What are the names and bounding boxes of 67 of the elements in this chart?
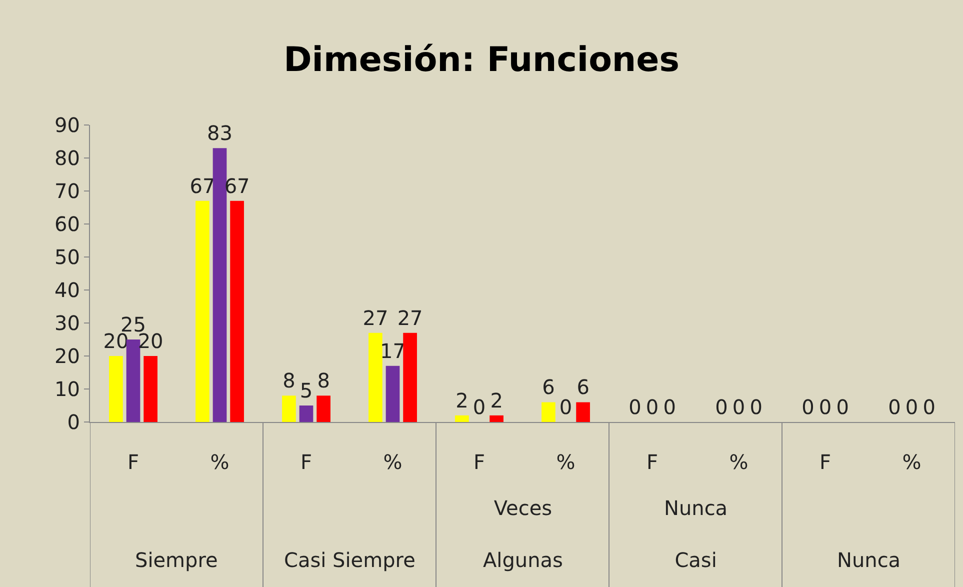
data-label: 6 [576, 375, 590, 400]
x-tick-label: % [556, 450, 576, 474]
bar [126, 340, 140, 422]
data-label: 0 [646, 395, 659, 419]
text: Casi Siempre [284, 548, 416, 572]
data-label: 0 [750, 395, 762, 419]
bar [282, 396, 296, 422]
x-tick-label: F [300, 450, 312, 474]
y-tick-label: 30 [54, 311, 80, 335]
text: Siempre [135, 548, 218, 572]
data-label: 8 [317, 368, 330, 393]
bar [455, 415, 469, 422]
x-tick-label: F [819, 450, 832, 474]
data-label: 2 [490, 388, 503, 412]
y-tick-label: 90 [54, 113, 80, 137]
bar [368, 332, 382, 422]
y-tick-label: 70 [54, 179, 80, 203]
x-tick-label: F [473, 450, 486, 474]
bar [386, 366, 400, 422]
x-tick-label: % [902, 450, 922, 474]
text: Nunca Casi [664, 496, 728, 572]
y-tick-label: 0 [67, 410, 80, 434]
y-tick-label: 80 [54, 146, 80, 170]
data-label: 0 [802, 395, 814, 419]
data-label: 0 [559, 395, 572, 419]
y-tick-label: 40 [54, 278, 80, 302]
x-tick-label: % [383, 450, 402, 474]
bar [490, 415, 504, 422]
bar [316, 396, 330, 422]
bar [576, 402, 590, 422]
data-label: 27 [362, 306, 388, 330]
data-label: 0 [472, 395, 486, 419]
x-tick-label: % [210, 450, 230, 474]
y-tick-label: 20 [54, 344, 80, 368]
bar [403, 332, 417, 422]
bar [542, 402, 556, 422]
data-label: 0 [732, 395, 746, 419]
bar [144, 356, 158, 422]
data-label: 8 [282, 368, 296, 393]
y-tick-label: 60 [54, 212, 80, 236]
x-tick-label: F [646, 450, 658, 474]
text: Veces Algunas [483, 496, 563, 572]
y-tick-label: 50 [54, 245, 80, 269]
data-label: 27 [397, 306, 423, 330]
data-label: 83 [207, 121, 232, 146]
bar [109, 356, 123, 422]
data-label: 0 [818, 395, 832, 419]
data-label: 0 [663, 395, 676, 419]
chart-title: Dimesión: Funciones [284, 40, 680, 80]
data-label: 0 [888, 395, 901, 419]
text: Nunca [837, 548, 901, 572]
bar [196, 200, 210, 422]
data-label: 0 [715, 395, 728, 419]
bar [212, 148, 227, 422]
x-tick-label: F [127, 450, 140, 474]
x-tick-label: % [729, 450, 748, 474]
data-label: 2 [456, 388, 468, 412]
data-label: 0 [628, 395, 642, 419]
data-label: 5 [300, 378, 313, 402]
data-label: 6 [542, 375, 555, 400]
bar [299, 406, 314, 422]
data-label: 0 [922, 395, 936, 419]
y-tick-label: 10 [54, 377, 80, 401]
data-label: 0 [905, 395, 918, 419]
data-label: 67 [190, 174, 216, 198]
data-label: 0 [836, 395, 849, 419]
bar [230, 200, 244, 422]
